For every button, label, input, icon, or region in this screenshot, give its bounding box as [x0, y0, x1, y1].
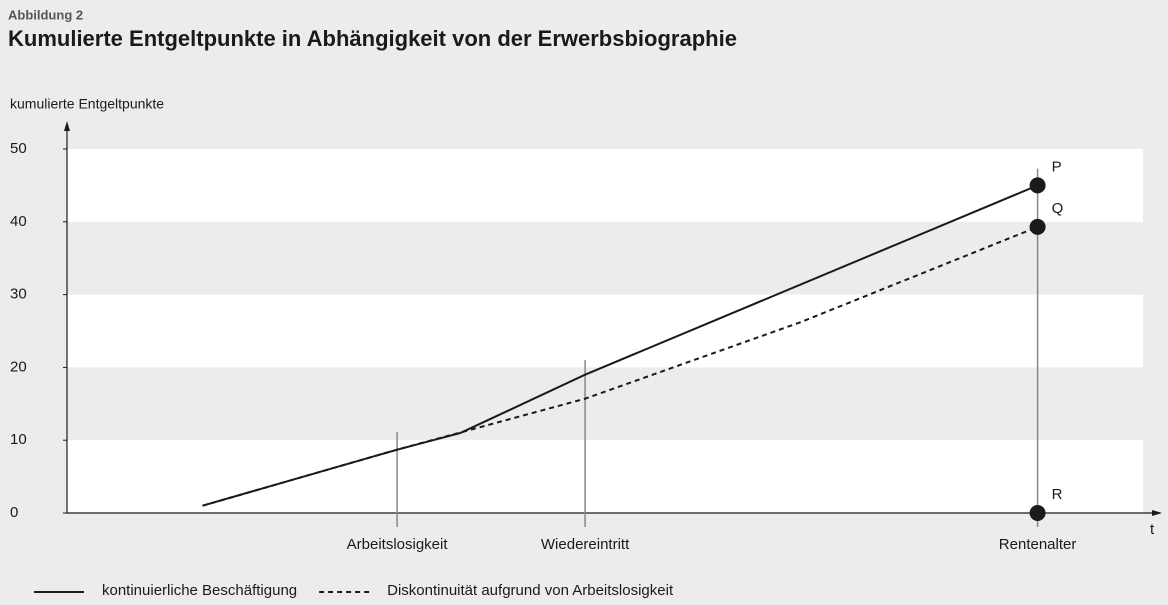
series-line: [202, 225, 1038, 507]
x-axis-label: t: [1150, 521, 1155, 538]
y-tick-label: 0: [10, 504, 18, 521]
chart-title: Kumulierte Entgeltpunkte in Abhängigkeit…: [8, 26, 737, 51]
x-arrow: [1152, 510, 1162, 516]
point: [1029, 218, 1046, 235]
y-axis-label: kumulierte Entgeltpunkte: [10, 96, 164, 112]
series-line: [202, 184, 1038, 507]
marker-label: Wiedereintritt: [541, 536, 630, 553]
marker-label: Rentenalter: [999, 536, 1077, 553]
point-label: P: [1052, 158, 1062, 175]
y-tick-label: 10: [10, 431, 27, 448]
legend-label: kontinuierliche Beschäftigung: [102, 582, 297, 599]
y-tick-label: 50: [10, 140, 27, 157]
y-tick-label: 40: [10, 213, 27, 230]
band: [67, 149, 1143, 222]
legend-label: Diskontinuität aufgrund von Arbeitslosig…: [387, 582, 674, 599]
point-label: Q: [1052, 200, 1064, 217]
point: [1029, 177, 1046, 194]
y-arrow: [64, 121, 70, 131]
y-tick-label: 20: [10, 358, 27, 375]
point-label: R: [1052, 486, 1063, 503]
supertitle: Abbildung 2: [8, 7, 83, 22]
y-tick-label: 30: [10, 286, 27, 303]
band: [67, 294, 1143, 368]
marker-label: Arbeitslosigkeit: [347, 536, 449, 553]
point: [1029, 505, 1046, 521]
band: [67, 440, 1143, 513]
